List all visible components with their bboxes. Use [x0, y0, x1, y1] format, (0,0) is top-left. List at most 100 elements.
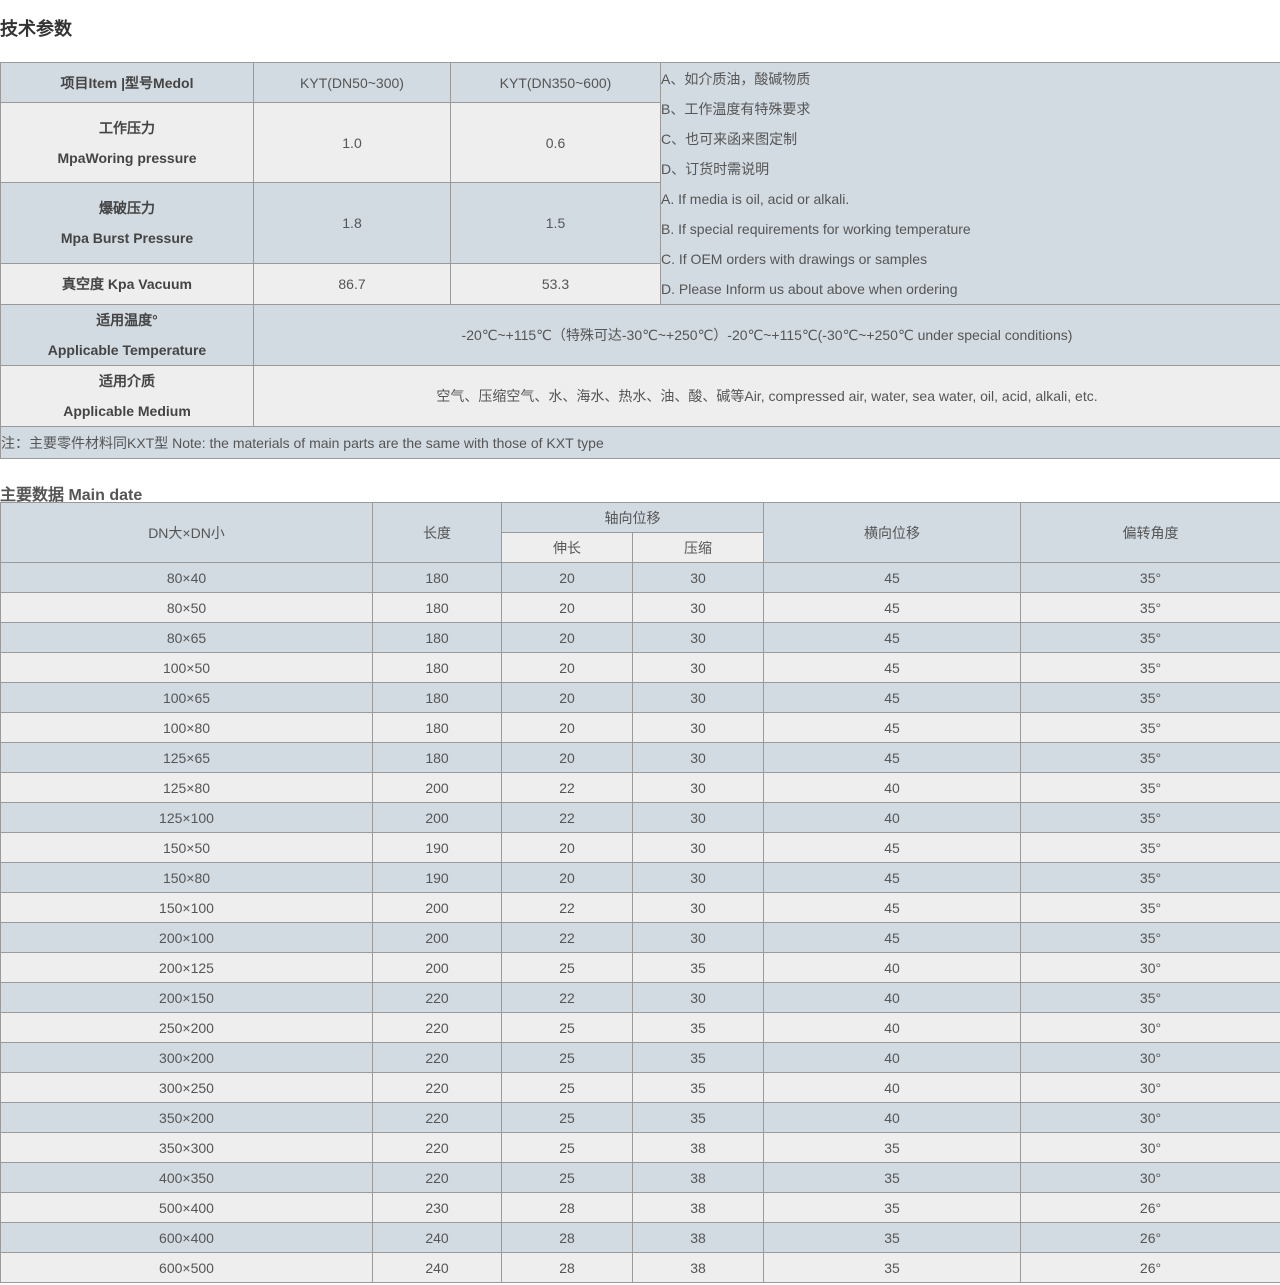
table-row: 350×300 220 25 38 35 30°	[0, 1132, 1280, 1163]
cell-lateral: 45	[763, 892, 1021, 923]
label-en: Applicable Medium	[63, 403, 191, 419]
cell-extend: 22	[501, 772, 633, 803]
cell-lateral: 35	[763, 1162, 1021, 1193]
cell-angle: 35°	[1020, 922, 1280, 953]
cell-length: 200	[372, 772, 502, 803]
main-data-table: DN大×DN小 长度 轴向位移 横向位移 偏转角度 伸长 压缩 80×40 180…	[0, 502, 1280, 1283]
header-col2: KYT(DN350~600)	[450, 61, 661, 104]
cell-compress: 30	[632, 862, 764, 893]
working-pressure-v1: 1.0	[253, 102, 451, 184]
cell-lateral: 35	[763, 1252, 1021, 1283]
cell-lateral: 45	[763, 562, 1021, 593]
cell-extend: 25	[501, 1012, 633, 1043]
cell-length: 180	[372, 622, 502, 653]
cell-extend: 20	[501, 712, 633, 743]
table-row: 150×100 200 22 30 45 35°	[0, 892, 1280, 923]
cell-length: 220	[372, 982, 502, 1013]
cell-length: 220	[372, 1072, 502, 1103]
cell-compress: 35	[632, 952, 764, 983]
cell-lateral: 40	[763, 1102, 1021, 1133]
cell-length: 180	[372, 712, 502, 743]
cell-dn: 350×300	[0, 1132, 373, 1163]
cell-dn: 100×50	[0, 652, 373, 683]
cell-compress: 30	[632, 652, 764, 683]
cell-angle: 26°	[1020, 1192, 1280, 1223]
vacuum-v2: 53.3	[450, 262, 661, 306]
page-title: 技术参数	[0, 19, 72, 39]
cell-angle: 35°	[1020, 712, 1280, 743]
note: C. If OEM orders with drawings or sample…	[661, 251, 928, 267]
cell-extend: 20	[501, 652, 633, 683]
cell-angle: 30°	[1020, 1102, 1280, 1133]
cell-dn: 200×100	[0, 922, 373, 953]
cell-length: 190	[372, 862, 502, 893]
note: C、也可来函来图定制	[661, 131, 798, 147]
cell-lateral: 40	[763, 802, 1021, 833]
cell-compress: 30	[632, 712, 764, 743]
cell-compress: 30	[632, 802, 764, 833]
cell-angle: 30°	[1020, 1042, 1280, 1073]
cell-compress: 30	[632, 622, 764, 653]
cell-dn: 400×350	[0, 1162, 373, 1193]
header-lateral: 横向位移	[763, 502, 1021, 563]
cell-angle: 26°	[1020, 1222, 1280, 1253]
label-en: MpaWoring pressure	[57, 149, 197, 166]
header-angle: 偏转角度	[1020, 502, 1280, 563]
header-axial: 轴向位移	[501, 502, 764, 533]
cell-angle: 35°	[1020, 862, 1280, 893]
note: B、工作温度有特殊要求	[661, 101, 811, 117]
cell-lateral: 40	[763, 1072, 1021, 1103]
cell-dn: 250×200	[0, 1012, 373, 1043]
cell-lateral: 45	[763, 712, 1021, 743]
cell-length: 180	[372, 562, 502, 593]
cell-dn: 200×150	[0, 982, 373, 1013]
cell-dn: 350×200	[0, 1102, 373, 1133]
cell-compress: 38	[632, 1192, 764, 1223]
cell-dn: 100×80	[0, 712, 373, 743]
cell-dn: 300×200	[0, 1042, 373, 1073]
note: A. If media is oil, acid or alkali.	[661, 191, 850, 207]
table-row: 300×250 220 25 35 40 30°	[0, 1072, 1280, 1103]
cell-angle: 30°	[1020, 1132, 1280, 1163]
cell-dn: 300×250	[0, 1072, 373, 1103]
note: A、如介质油，酸碱物质	[661, 71, 811, 87]
notes-cell: A、如介质油，酸碱物质 B、工作温度有特殊要求 C、也可来函来图定制 D、订货时…	[660, 62, 1280, 305]
cell-extend: 20	[501, 742, 633, 773]
cell-extend: 22	[501, 892, 633, 923]
cell-extend: 25	[501, 1102, 633, 1133]
cell-angle: 35°	[1020, 622, 1280, 653]
cell-extend: 20	[501, 862, 633, 893]
vacuum-label: 真空度 Kpa Vacuum	[0, 262, 254, 306]
cell-angle: 26°	[1020, 1252, 1280, 1283]
header-compress: 压缩	[632, 532, 764, 563]
cell-extend: 25	[501, 952, 633, 983]
label-en: Mpa Burst Pressure	[60, 230, 194, 247]
cell-angle: 35°	[1020, 982, 1280, 1013]
table-row: 80×40 180 20 30 45 35°	[0, 562, 1280, 593]
table-row: 100×50 180 20 30 45 35°	[0, 652, 1280, 683]
cell-compress: 30	[632, 682, 764, 713]
table-row: 80×50 180 20 30 45 35°	[0, 592, 1280, 623]
footnote: 注：主要零件材料同KXT型 Note: the materials of mai…	[0, 426, 1280, 459]
table-row: 200×150 220 22 30 40 35°	[0, 982, 1280, 1013]
cell-compress: 38	[632, 1132, 764, 1163]
cell-compress: 30	[632, 592, 764, 623]
table-row: 300×200 220 25 35 40 30°	[0, 1042, 1280, 1073]
main-data-title: 主要数据 Main date	[0, 487, 143, 504]
table-row: 80×65 180 20 30 45 35°	[0, 622, 1280, 653]
cell-lateral: 45	[763, 742, 1021, 773]
cell-extend: 20	[501, 592, 633, 623]
cell-length: 180	[372, 652, 502, 683]
cell-lateral: 35	[763, 1132, 1021, 1163]
cell-lateral: 45	[763, 682, 1021, 713]
cell-lateral: 45	[763, 592, 1021, 623]
cell-length: 230	[372, 1192, 502, 1223]
cell-dn: 150×80	[0, 862, 373, 893]
cell-length: 220	[372, 1132, 502, 1163]
temperature-value: -20℃~+115℃（特殊可达-30℃~+250℃）-20℃~+115℃(-30…	[253, 304, 1280, 366]
cell-compress: 30	[632, 772, 764, 803]
cell-extend: 20	[501, 832, 633, 863]
cell-angle: 35°	[1020, 592, 1280, 623]
cell-angle: 35°	[1020, 892, 1280, 923]
cell-extend: 20	[501, 562, 633, 593]
